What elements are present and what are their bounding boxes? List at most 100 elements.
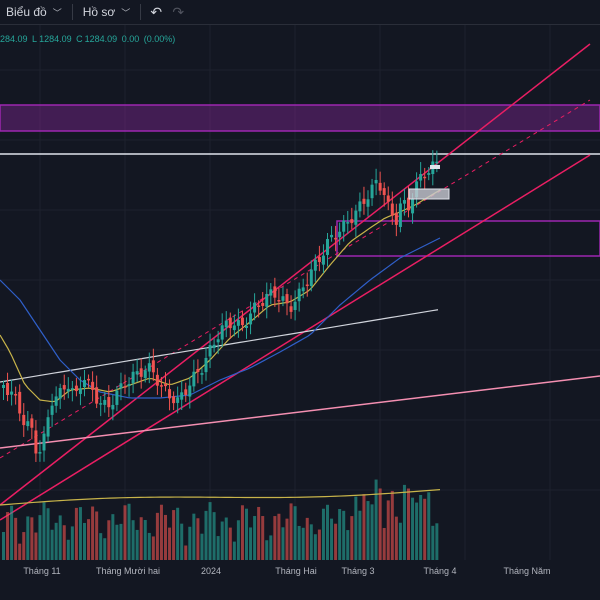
candle-body [18, 391, 22, 414]
candle-body [354, 210, 358, 225]
candle-body [245, 325, 248, 329]
volume-bar [176, 507, 180, 560]
volume-bar [370, 504, 374, 560]
volume-bar [38, 515, 42, 560]
ma-long-line [0, 309, 439, 383]
x-tick-label: Tháng Năm [503, 566, 551, 576]
volume-bar [305, 517, 309, 560]
candle-body [103, 399, 107, 405]
candle-body [281, 296, 285, 301]
volume-bar [58, 515, 62, 560]
demand-zone [336, 220, 600, 257]
volume-bar [18, 543, 22, 560]
volume-bar [14, 517, 18, 560]
volume-bar [427, 492, 431, 560]
candle-body [115, 390, 119, 405]
volume-bar [386, 500, 390, 560]
candle-body [350, 219, 354, 224]
time-axis[interactable]: Tháng 11 Tháng Mười hai 2024 Tháng Hai T… [0, 560, 600, 600]
x-tick-label: Tháng 11 [23, 566, 61, 576]
volume-bar [346, 530, 350, 560]
volume-bar [46, 508, 50, 560]
volume-bar [224, 517, 228, 560]
volume-bar [220, 521, 224, 560]
volume-bar [204, 510, 208, 560]
volume-bar [180, 523, 184, 560]
candle-body [164, 384, 167, 387]
volume-bar [42, 502, 46, 560]
candle-body [338, 231, 342, 238]
candle-body [196, 368, 200, 373]
candle-body [265, 293, 269, 307]
candle-body [212, 344, 216, 349]
volume-bar [119, 523, 123, 560]
candle-body [342, 220, 346, 232]
candle-body [34, 430, 38, 454]
candle-body [435, 161, 439, 164]
price-marker [430, 165, 440, 169]
volume-bar [87, 519, 91, 560]
undo-icon[interactable]: ↶ [150, 3, 163, 20]
candle-body [70, 388, 74, 390]
volume-bar [159, 504, 163, 560]
candle-body [38, 452, 42, 454]
ohlc-close-label: C [76, 34, 83, 44]
candle-body [200, 373, 204, 375]
candle-body [427, 173, 431, 175]
volume-bar [107, 520, 111, 560]
volume-bar [293, 506, 297, 560]
redo-icon[interactable]: ↷ [172, 3, 185, 20]
candle-body [10, 391, 14, 395]
volume-bar [317, 529, 321, 560]
candle-body [277, 299, 281, 302]
candle-body [232, 325, 236, 331]
ohlc-open: 284.09 [0, 34, 28, 44]
candle-body [180, 392, 184, 400]
volume-bar [62, 525, 66, 560]
candle-body [419, 174, 423, 181]
volume-bar [321, 508, 325, 560]
volume-bar [143, 520, 147, 560]
chart-menu-button[interactable]: Biểu đồ ﹀ [0, 0, 68, 24]
candle-body [366, 199, 370, 207]
candle-body [54, 396, 58, 406]
candle-body [402, 200, 406, 204]
volume-bar [398, 522, 402, 560]
candle-body [188, 385, 192, 397]
volume-bar [188, 526, 192, 560]
toolbar-divider [71, 4, 73, 20]
ohlc-legend: 284.09 L 1284.09 C 1284.09 0.00 (0.00%) [0, 34, 177, 44]
volume-bar [423, 498, 427, 560]
candle-body [139, 368, 143, 377]
candle-body [269, 289, 273, 296]
x-tick-label: Tháng 4 [423, 566, 457, 576]
candle-body [309, 269, 313, 287]
price-chart[interactable] [0, 0, 600, 560]
candle-body [285, 294, 289, 304]
volume-bar [277, 513, 281, 560]
candle-body [398, 203, 402, 227]
candle-body [123, 386, 127, 388]
channel-upper-line [0, 43, 591, 506]
volume-bar [313, 534, 317, 560]
profile-menu-button[interactable]: Hồ sơ ﹀ [77, 0, 137, 24]
volume-bar [34, 532, 38, 560]
volume-bar [95, 511, 99, 560]
candle-body [204, 357, 208, 373]
candle-body [289, 306, 293, 312]
volume-bar [54, 522, 58, 560]
volume-bar [208, 502, 212, 560]
candle-body [22, 414, 26, 426]
volume-bar [135, 529, 139, 560]
candle-body [26, 421, 30, 427]
candle-body [374, 179, 378, 184]
candle-body [2, 385, 5, 388]
candle-body [330, 234, 334, 238]
ohlc-low: 1284.09 [39, 34, 72, 44]
candle-body [30, 418, 34, 428]
volume-bar [151, 536, 155, 560]
candle-body [257, 305, 261, 307]
volume-bar [411, 497, 415, 560]
volume-bar [123, 505, 127, 560]
candle-body [62, 385, 66, 390]
